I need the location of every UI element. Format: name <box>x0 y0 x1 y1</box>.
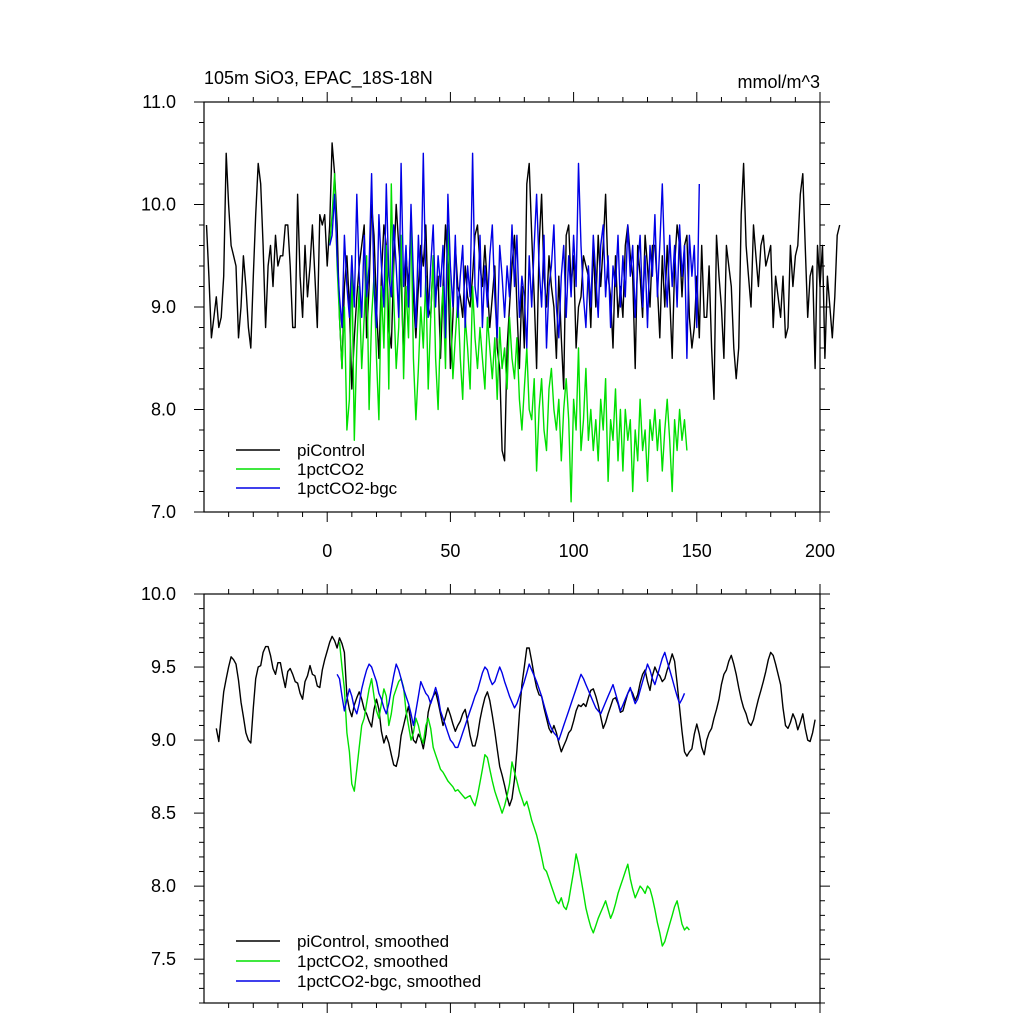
series-line-1pctco2-bgc <box>336 651 686 749</box>
panel-raw: 105m SiO3, EPAC_18S-18N mmol/m^3 7.0 8.0 9… <box>141 68 841 561</box>
plot-frame <box>203 593 821 1004</box>
series-line-1pctco2 <box>338 642 690 947</box>
legend-label: 1pctCO2, smoothed <box>297 952 448 971</box>
y-tick-label: 8.0 <box>151 400 176 420</box>
y-tick-label: 10.0 <box>141 195 176 215</box>
series-line-picontrol <box>215 635 816 807</box>
y-tick-label: 9.0 <box>151 297 176 317</box>
y-tick-label: 8.5 <box>151 803 176 823</box>
panel-smoothed: 7.58.08.59.09.510.0 piControl, smoothed1… <box>141 584 830 1013</box>
x-tick-labels: 0 50 100 150 200 <box>322 541 835 561</box>
units-label: mmol/m^3 <box>738 72 820 92</box>
y-tick-labels: 7.0 8.0 9.0 10.0 11.0 <box>141 92 176 522</box>
series-line-1pctco2 <box>329 172 688 503</box>
x-tick-label: 200 <box>805 541 835 561</box>
y-tick-labels: 7.5 8.0 8.5 9.0 9.5 10.0 <box>141 584 176 969</box>
series-line-1pctco2-bgc <box>329 152 700 359</box>
x-tick-label: 150 <box>682 541 712 561</box>
x-tick-label: 50 <box>440 541 460 561</box>
y-tick-label: 8.0 <box>151 876 176 896</box>
y-tick-label: 10.0 <box>141 584 176 604</box>
series-group <box>205 142 841 503</box>
legend-label: 1pctCO2-bgc <box>297 479 398 498</box>
legend-label: 1pctCO2-bgc, smoothed <box>297 972 481 991</box>
legend-label: piControl <box>297 441 365 460</box>
series-group <box>215 635 816 947</box>
plot-frame <box>203 101 821 513</box>
y-tick-label: 9.5 <box>151 657 176 677</box>
chart-title: 105m SiO3, EPAC_18S-18N <box>204 68 433 89</box>
x-tick-label: 100 <box>559 541 589 561</box>
legend-label: piControl, smoothed <box>297 932 449 951</box>
y-tick-label: 7.5 <box>151 949 176 969</box>
y-tick-label: 7.0 <box>151 502 176 522</box>
y-tick-label: 11.0 <box>142 92 176 112</box>
axis-ticks <box>194 584 830 1013</box>
x-tick-label: 0 <box>322 541 332 561</box>
y-tick-label: 9.0 <box>151 730 176 750</box>
series-line-picontrol <box>205 142 841 462</box>
axis-ticks <box>194 92 830 522</box>
legend-label: 1pctCO2 <box>297 460 364 479</box>
